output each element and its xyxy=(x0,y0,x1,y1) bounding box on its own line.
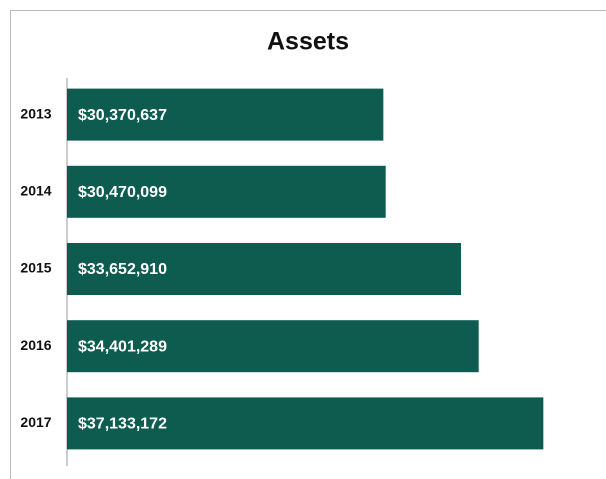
frame xyxy=(10,10,606,479)
value-label: $33,652,910 xyxy=(78,261,167,278)
bar xyxy=(67,165,386,218)
bar xyxy=(67,320,479,373)
chart-title: Assets xyxy=(267,28,349,56)
y-tick-label: 2017 xyxy=(20,414,51,430)
value-label: $30,370,637 xyxy=(78,107,167,124)
value-label: $37,133,172 xyxy=(78,416,167,433)
bar xyxy=(67,243,461,295)
value-label: $30,470,099 xyxy=(78,184,167,201)
y-tick-label: 2013 xyxy=(20,105,51,121)
bar xyxy=(67,397,544,450)
value-label: $34,401,289 xyxy=(78,338,167,355)
y-tick-label: 2015 xyxy=(20,260,51,276)
bar xyxy=(67,88,384,141)
y-tick-label: 2014 xyxy=(20,183,51,199)
y-tick-label: 2016 xyxy=(20,337,51,353)
